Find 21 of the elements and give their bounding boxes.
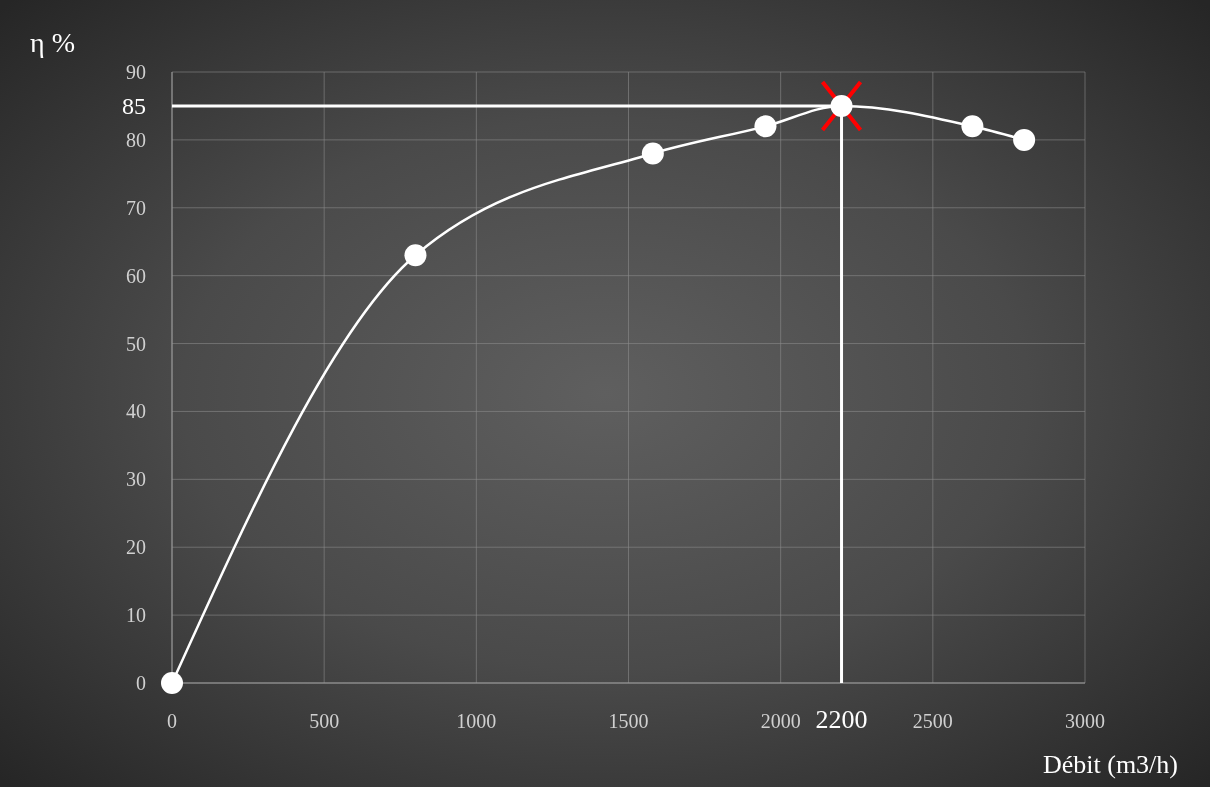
x-tick-label: 3000 bbox=[1065, 710, 1105, 732]
y-tick-label: 60 bbox=[126, 264, 146, 287]
y-tick-label: 90 bbox=[126, 61, 146, 83]
x-tick-label: 1500 bbox=[608, 710, 649, 732]
ref-line-label: 2200 bbox=[815, 705, 868, 734]
y-tick-label: 0 bbox=[136, 672, 146, 694]
y-tick-label: 50 bbox=[126, 332, 146, 355]
x-tick-label: 500 bbox=[309, 710, 340, 732]
y-tick-label: 30 bbox=[126, 468, 146, 491]
x-axis-title: Débit (m3/h) bbox=[1042, 750, 1178, 779]
y-tick-label: 80 bbox=[126, 128, 146, 151]
y-tick-label: 40 bbox=[126, 400, 146, 423]
x-tick-label: 1000 bbox=[456, 710, 497, 732]
y-tick-label: 20 bbox=[126, 536, 146, 559]
x-tick-label: 2500 bbox=[912, 710, 953, 732]
x-tick-label: 2000 bbox=[760, 710, 801, 732]
ref-line-label: 85 bbox=[122, 92, 146, 119]
y-tick-label: 10 bbox=[126, 604, 146, 627]
y-tick-label: 70 bbox=[126, 196, 146, 219]
y-axis-title: η % bbox=[30, 27, 75, 58]
x-tick-label: 0 bbox=[167, 710, 177, 732]
